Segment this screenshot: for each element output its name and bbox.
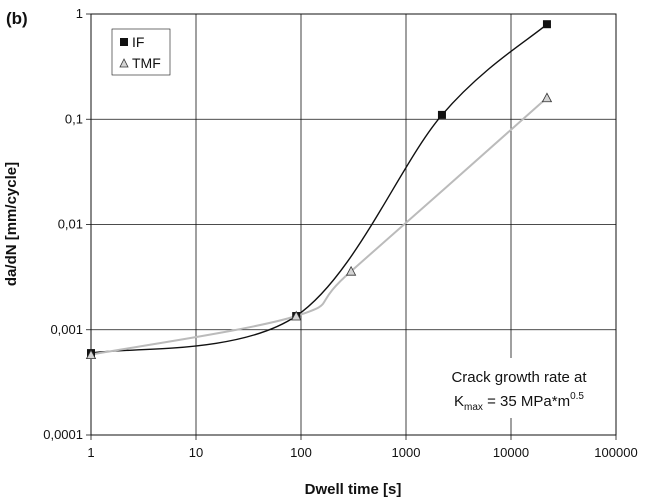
x-axis-title: Dwell time [s] [305,481,402,498]
data-point-square [542,20,551,29]
legend-label-if: IF [132,34,144,50]
x-tick-label: 10 [189,445,203,460]
x-tick-label: 100 [290,445,312,460]
legend-square-marker [120,38,128,46]
annotation-k-sub: max [464,402,483,413]
panel-label: (b) [6,9,28,28]
annotation-box: Crack growth rate at Kmax = 35 MPa*m0.5 [428,358,610,418]
data-point-triangle [85,349,97,360]
data-point-triangle [291,310,302,321]
x-tick-label: 10000 [493,445,529,460]
legend-triangle-marker [119,58,129,68]
trend-curve-tmf [90,97,548,356]
annotation-equation: = 35 MPa*m [483,393,570,410]
annotation-line-1: Crack growth rate at [451,369,587,386]
x-tick-label: 1 [87,445,94,460]
y-axis-title: da/dN [mm/cycle] [3,162,20,286]
annotation-exponent: 0.5 [570,391,584,402]
annotation-line-2: Kmax = 35 MPa*m0.5 [454,391,584,413]
data-point-square [437,110,446,119]
data-point-triangle [541,92,553,103]
y-tick-label: 0,001 [50,322,83,337]
annotation-k: K [454,393,464,410]
x-tick-label: 1000 [392,445,421,460]
y-axis-ticks: 1 0,1 0,01 0,001 0,0001 [43,6,91,442]
annotation-background [428,358,610,418]
trend-curves [90,23,548,356]
y-tick-label: 0,1 [65,111,83,126]
y-tick-label: 0,0001 [43,427,83,442]
trend-curve-if [90,23,548,354]
y-tick-label: 1 [76,6,83,21]
legend: IF TMF [111,28,171,76]
x-axis-ticks: 1 10 100 1000 10000 100000 [87,435,638,460]
legend-label-tmf: TMF [132,55,161,71]
data-point-triangle [345,265,357,276]
data-points [85,20,553,360]
x-tick-label: 100000 [594,445,637,460]
y-tick-label: 0,01 [58,217,83,232]
